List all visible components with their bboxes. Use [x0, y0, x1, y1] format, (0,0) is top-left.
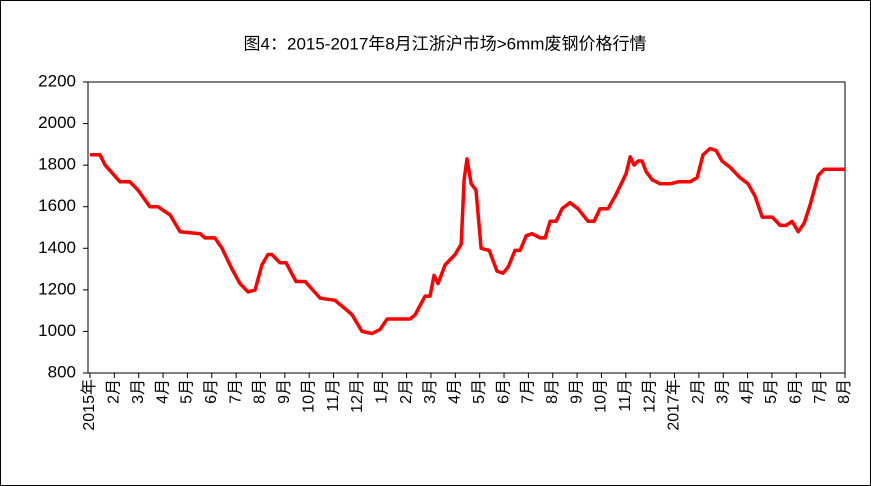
x-tick-label: 2月 [690, 379, 707, 404]
x-tick-label: 12月 [349, 379, 366, 413]
y-tick-label: 1200 [38, 279, 76, 298]
x-tick-label: 6月 [203, 379, 220, 404]
y-tick-label: 2000 [38, 113, 76, 132]
x-tick-label: 1月 [373, 379, 390, 404]
y-tick-label: 2200 [38, 71, 76, 90]
y-tick-label: 1000 [38, 321, 76, 340]
y-tick-label: 1800 [38, 155, 76, 174]
x-tick-label: 5月 [179, 379, 196, 404]
x-tick-label: 11月 [617, 379, 634, 412]
y-tick-label: 800 [48, 362, 76, 381]
x-tick-label: 3月 [714, 379, 731, 404]
x-tick-label: 7月 [520, 379, 537, 404]
x-tick-label: 2月 [398, 379, 415, 404]
x-tick-label: 3月 [422, 379, 439, 404]
x-tick-label: 10月 [593, 379, 610, 413]
x-tick-label: 4月 [154, 379, 171, 404]
x-tick-label: 8月 [252, 379, 269, 404]
x-tick-label: 2月 [106, 379, 123, 404]
x-tick-label: 4月 [447, 379, 464, 404]
x-tick-label: 6月 [788, 379, 805, 404]
x-tick-label: 12月 [641, 379, 658, 413]
x-tick-label: 11月 [325, 379, 342, 412]
x-tick-label: 9月 [568, 379, 585, 404]
x-tick-label: 4月 [739, 379, 756, 404]
x-tick-label: 5月 [471, 379, 488, 404]
x-tick-label: 8月 [544, 379, 561, 404]
x-tick-label: 8月 [836, 379, 853, 404]
x-tick-label: 6月 [495, 379, 512, 404]
y-tick-label: 1600 [38, 196, 76, 215]
x-tick-label: 5月 [763, 379, 780, 404]
x-tick-label: 9月 [276, 379, 293, 404]
x-tick-label: 2015年 [80, 379, 98, 431]
plot-area [87, 81, 846, 374]
x-tick-label: 7月 [812, 379, 829, 404]
y-tick-label: 1400 [38, 238, 76, 257]
x-tick-label: 10月 [300, 379, 317, 413]
chart-title: 图4：2015-2017年8月江浙沪市场>6mm废钢价格行情 [244, 34, 647, 53]
line-series [90, 146, 845, 336]
x-tick-label: 2017年 [665, 379, 683, 431]
x-tick-label: 7月 [227, 379, 244, 404]
x-tick-label: 3月 [130, 379, 147, 404]
